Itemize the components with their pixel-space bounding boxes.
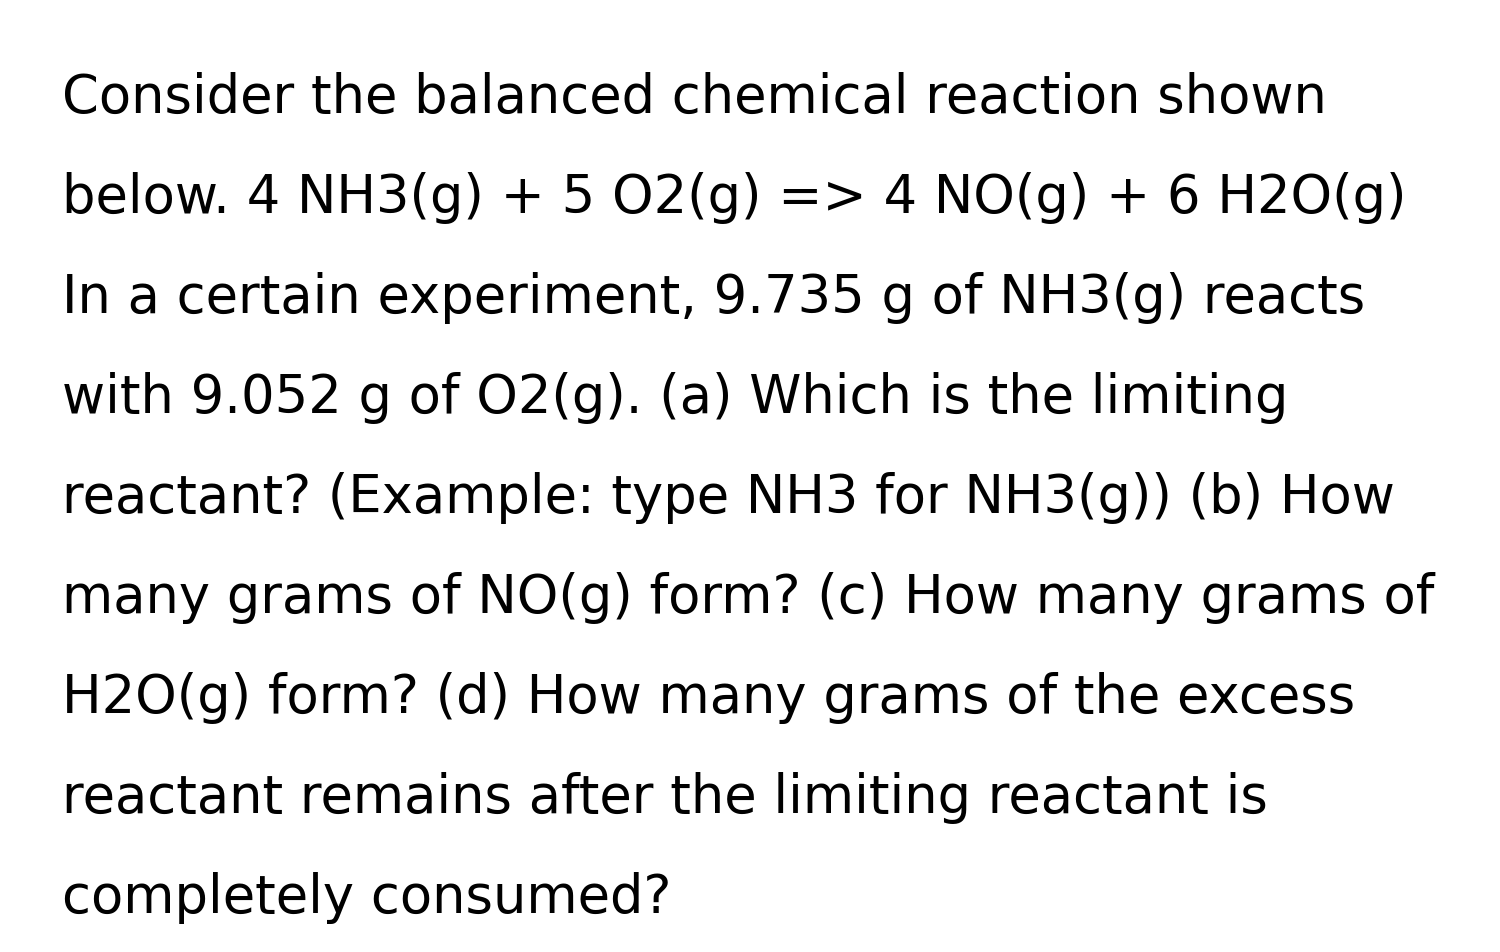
Text: many grams of NO(g) form? (c) How many grams of: many grams of NO(g) form? (c) How many g… bbox=[62, 572, 1434, 624]
Text: In a certain experiment, 9.735 g of NH3(g) reacts: In a certain experiment, 9.735 g of NH3(… bbox=[62, 272, 1365, 324]
Text: H2O(g) form? (d) How many grams of the excess: H2O(g) form? (d) How many grams of the e… bbox=[62, 672, 1356, 724]
Text: reactant? (Example: type NH3 for NH3(g)) (b) How: reactant? (Example: type NH3 for NH3(g))… bbox=[62, 472, 1395, 524]
Text: with 9.052 g of O2(g). (a) Which is the limiting: with 9.052 g of O2(g). (a) Which is the … bbox=[62, 372, 1288, 424]
Text: completely consumed?: completely consumed? bbox=[62, 872, 672, 924]
Text: reactant remains after the limiting reactant is: reactant remains after the limiting reac… bbox=[62, 772, 1268, 824]
Text: below. 4 NH3(g) + 5 O2(g) => 4 NO(g) + 6 H2O(g): below. 4 NH3(g) + 5 O2(g) => 4 NO(g) + 6… bbox=[62, 172, 1407, 224]
Text: Consider the balanced chemical reaction shown: Consider the balanced chemical reaction … bbox=[62, 72, 1328, 124]
